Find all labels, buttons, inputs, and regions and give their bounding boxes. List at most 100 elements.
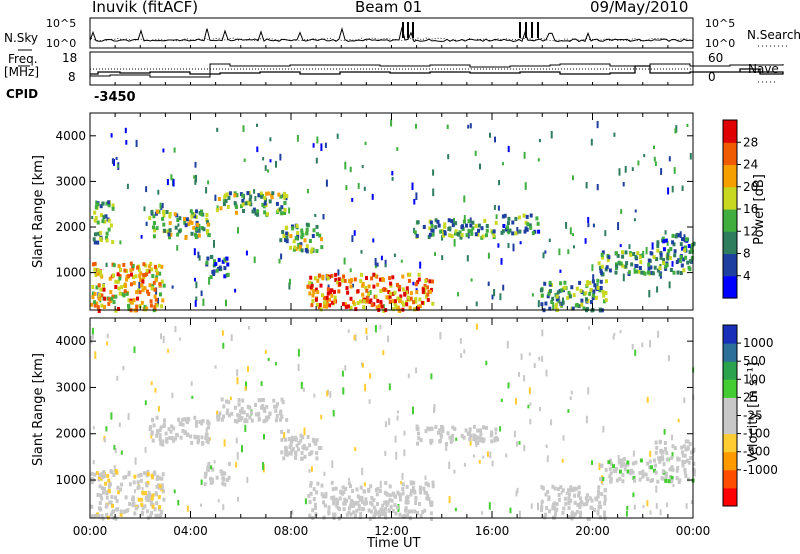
power-cell bbox=[214, 194, 217, 201]
power-cell bbox=[140, 300, 144, 305]
velocity-cell bbox=[359, 485, 363, 490]
velocity-cell bbox=[108, 500, 112, 505]
velocity-cell bbox=[111, 503, 114, 508]
power-cell bbox=[560, 288, 564, 293]
velocity-cell bbox=[221, 330, 224, 336]
velocity-colorbar-tick-label: 500 bbox=[743, 354, 766, 368]
power-cell bbox=[671, 261, 674, 267]
velocity-cell bbox=[140, 510, 144, 515]
velocity-cell bbox=[144, 447, 147, 453]
power-cell bbox=[142, 262, 146, 267]
velocity-cell bbox=[158, 484, 162, 489]
power-cell bbox=[93, 218, 97, 223]
velocity-cell bbox=[291, 447, 295, 452]
power-cell bbox=[96, 240, 100, 245]
power-cell bbox=[119, 268, 122, 272]
velocity-cell bbox=[385, 491, 389, 496]
velocity-cell bbox=[120, 482, 124, 487]
power-cell bbox=[666, 252, 670, 257]
velocity-cell bbox=[607, 460, 611, 465]
velocity-cell bbox=[262, 462, 265, 470]
power-cell bbox=[361, 165, 364, 169]
velocity-cell bbox=[297, 348, 300, 357]
power-cell bbox=[202, 298, 205, 306]
velocity-cell bbox=[181, 422, 185, 427]
power-cell bbox=[123, 289, 127, 294]
power-cell bbox=[385, 295, 389, 300]
velocity-cell bbox=[396, 415, 399, 421]
velocity-cell bbox=[671, 452, 674, 458]
velocity-cell bbox=[122, 365, 125, 371]
power-cell bbox=[150, 209, 154, 214]
velocity-cell bbox=[610, 462, 613, 467]
velocity-cell bbox=[315, 456, 319, 461]
power-cell bbox=[379, 277, 382, 282]
power-cell bbox=[376, 282, 380, 287]
velocity-cell bbox=[296, 447, 300, 452]
velocity-cell bbox=[654, 463, 657, 468]
power-cell bbox=[283, 210, 286, 215]
power-cell bbox=[372, 302, 376, 307]
velocity-cell bbox=[284, 446, 288, 451]
velocity-cell bbox=[570, 390, 573, 395]
power-cell bbox=[145, 306, 149, 311]
power-cell bbox=[682, 268, 686, 273]
power-cell bbox=[283, 208, 287, 212]
velocity-cell bbox=[657, 456, 661, 461]
velocity-cell bbox=[100, 496, 104, 501]
power-cell bbox=[300, 248, 304, 253]
velocity-cell bbox=[209, 465, 213, 470]
power-cell bbox=[380, 304, 384, 309]
power-cell bbox=[384, 259, 387, 268]
velocity-cell bbox=[659, 509, 662, 516]
velocity-cell bbox=[139, 472, 143, 477]
velocity-cell bbox=[229, 396, 232, 401]
velocity-cell bbox=[217, 499, 220, 503]
velocity-cell bbox=[257, 398, 261, 403]
power-ytick-label: 2000 bbox=[55, 220, 86, 234]
velocity-cell bbox=[426, 494, 430, 499]
velocity-cell bbox=[641, 342, 644, 348]
velocity-cell bbox=[681, 459, 685, 464]
velocity-cell bbox=[489, 451, 492, 459]
velocity-cell bbox=[505, 453, 508, 458]
power-cell bbox=[158, 271, 162, 276]
power-cell bbox=[477, 228, 480, 233]
velocity-cell bbox=[237, 418, 241, 422]
velocity-cell bbox=[308, 443, 312, 448]
power-cell bbox=[97, 231, 101, 236]
velocity-cell bbox=[545, 369, 548, 377]
power-cell bbox=[160, 279, 164, 284]
power-cell bbox=[93, 291, 97, 296]
power-cell bbox=[367, 284, 371, 289]
velocity-cell bbox=[155, 415, 159, 420]
power-cell bbox=[558, 248, 561, 256]
power-cell bbox=[260, 194, 264, 199]
power-cell bbox=[97, 292, 101, 297]
power-cell bbox=[326, 276, 330, 281]
velocity-cell bbox=[285, 418, 289, 422]
velocity-cell bbox=[612, 464, 615, 469]
power-cell bbox=[103, 219, 107, 224]
power-cell bbox=[320, 245, 324, 250]
power-cell bbox=[411, 182, 414, 191]
velocity-cell bbox=[214, 365, 217, 369]
velocity-cell bbox=[218, 411, 222, 416]
power-cell bbox=[116, 272, 120, 277]
power-cell bbox=[620, 209, 623, 214]
power-cell bbox=[143, 206, 146, 212]
power-cell bbox=[643, 154, 646, 158]
power-cell bbox=[102, 287, 106, 292]
velocity-cell bbox=[102, 470, 106, 474]
power-cell bbox=[330, 273, 334, 278]
velocity-cell bbox=[238, 414, 242, 419]
velocity-cell bbox=[555, 502, 559, 507]
velocity-cell bbox=[569, 396, 572, 401]
power-cell bbox=[235, 193, 239, 198]
velocity-cell bbox=[529, 418, 532, 425]
power-cell bbox=[565, 222, 568, 229]
time-xtick-label: 08:00 bbox=[274, 524, 309, 538]
power-cell bbox=[280, 205, 284, 210]
power-cell bbox=[326, 274, 330, 279]
nsky-tick-low: 10^0 bbox=[46, 37, 77, 50]
